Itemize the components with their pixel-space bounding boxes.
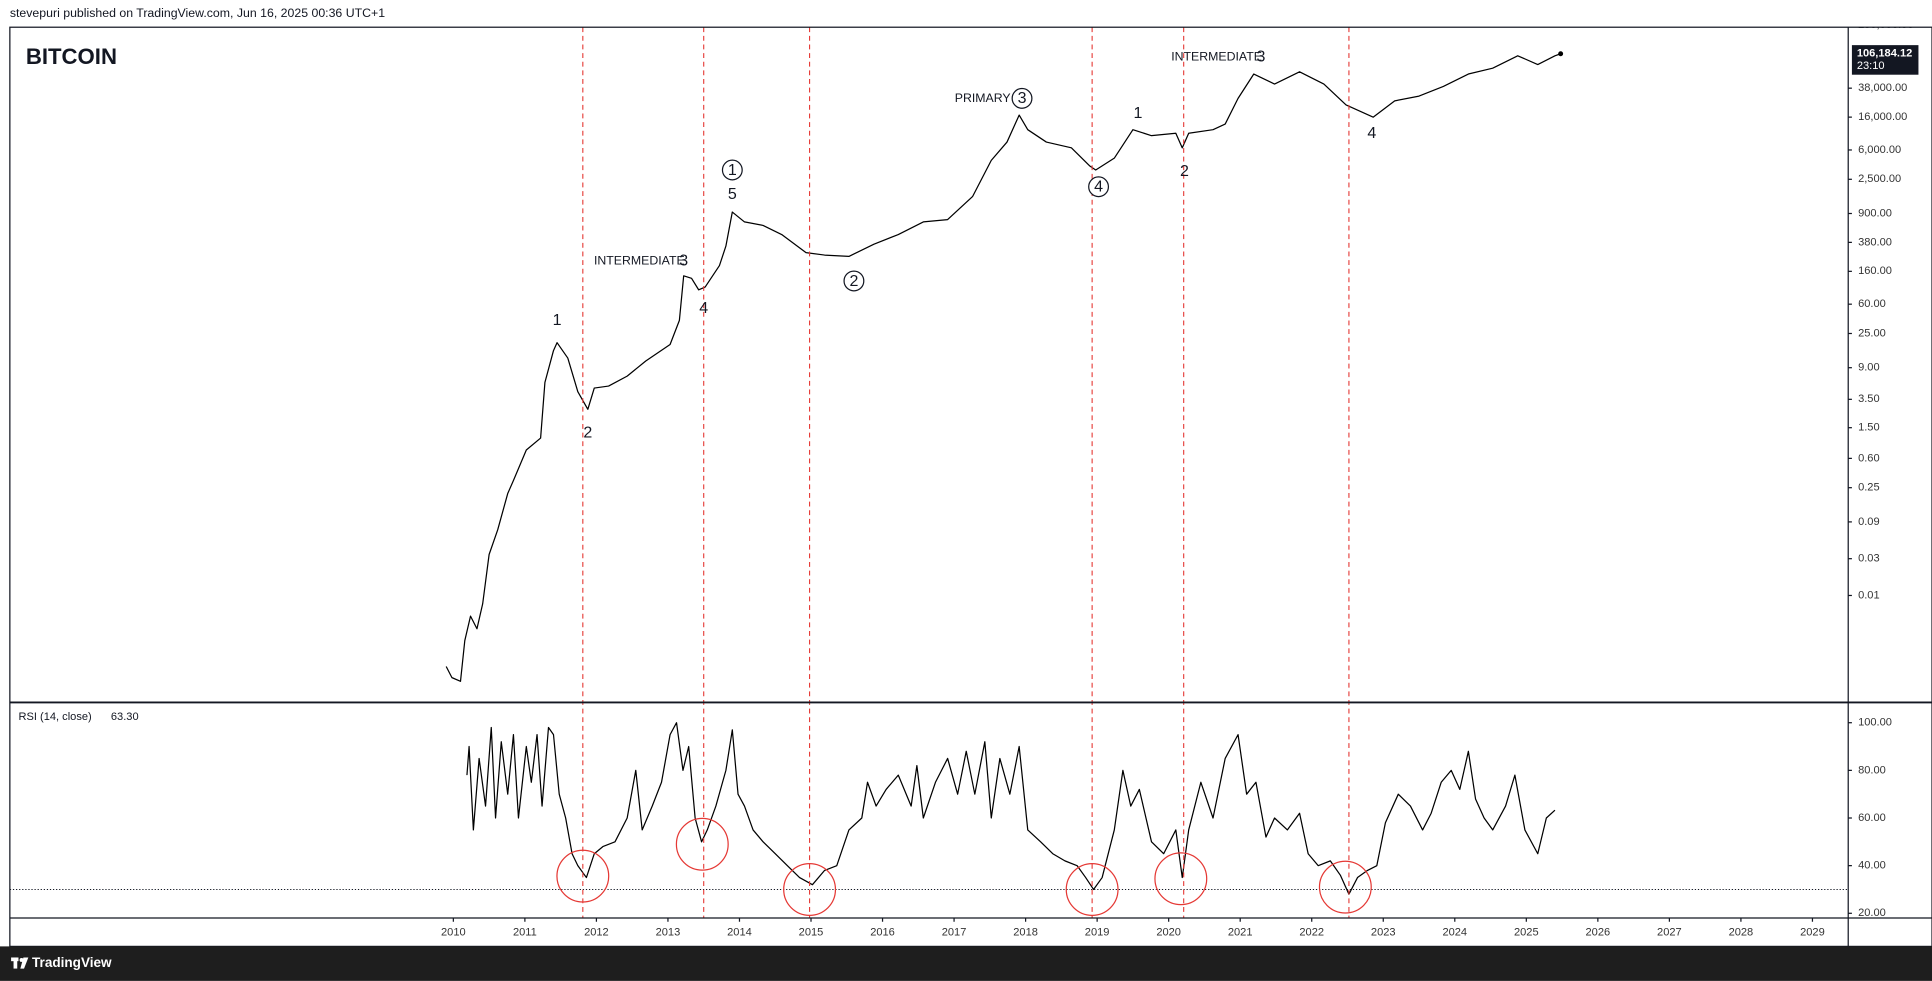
- y-tick-label: 60.00: [1858, 298, 1886, 310]
- x-tick-label: 2020: [1156, 927, 1181, 939]
- data-line: [466, 722, 1556, 895]
- y-tick-label: 380.00: [1858, 236, 1892, 248]
- y-tick-label: 0.01: [1858, 589, 1880, 601]
- chart-title: BITCOIN: [26, 44, 117, 69]
- annotation: PRIMARY: [955, 91, 1011, 105]
- x-tick-label: 2027: [1657, 927, 1682, 939]
- x-tick-label: 2016: [870, 927, 895, 939]
- highlight-circle: [556, 849, 610, 903]
- annotation-circle: [843, 270, 865, 292]
- y-tick-label: 3.50: [1858, 393, 1880, 405]
- annotation: INTERMEDIATE: [1171, 50, 1262, 64]
- annotation: 4: [1367, 125, 1376, 142]
- y-tick-label: 9.00: [1858, 362, 1880, 374]
- x-tick-label: 2011: [513, 927, 537, 939]
- x-tick-label: 2026: [1586, 927, 1611, 939]
- rsi-title: RSI (14, close): [18, 711, 91, 723]
- price-tag-countdown: 23:10: [1857, 60, 1885, 72]
- price-tag: [1851, 45, 1919, 75]
- annotation: 1: [553, 312, 562, 329]
- annotation-circle: [1088, 176, 1110, 198]
- y-tick-label: 25.00: [1858, 327, 1886, 339]
- x-tick-label: 2014: [727, 927, 752, 939]
- highlight-circle: [675, 817, 729, 871]
- annotation: 1: [728, 162, 737, 179]
- x-tick-label: 2019: [1085, 927, 1110, 939]
- y-tick-label: 60.00: [1858, 812, 1886, 824]
- annotation-circle: [721, 159, 743, 181]
- x-tick-label: 2010: [441, 927, 466, 939]
- y-tick-label: 0.03: [1858, 553, 1880, 565]
- x-tick-label: 2021: [1228, 927, 1253, 939]
- footer-logo: [11, 957, 29, 969]
- y-tick-label: 80.00: [1858, 764, 1886, 776]
- x-tick-label: 2029: [1800, 927, 1825, 939]
- x-tick-label: 2028: [1729, 927, 1754, 939]
- annotation: INTERMEDIATE: [594, 254, 685, 268]
- annotation: 3: [679, 253, 688, 270]
- y-tick-label: 160.00: [1858, 265, 1892, 277]
- annotation: 1: [1133, 105, 1142, 122]
- footer-bar: [0, 946, 1932, 981]
- x-tick-label: 2013: [656, 927, 681, 939]
- price-pane: [445, 53, 1561, 682]
- y-tick-label: 6,000.00: [1858, 144, 1901, 156]
- y-tick-label: 900.00: [1858, 207, 1892, 219]
- annotation: 3: [1018, 90, 1027, 107]
- annotation: 4: [1094, 179, 1103, 196]
- highlight-circle: [1065, 862, 1119, 916]
- highlight-circle: [783, 862, 837, 916]
- y-tick-label: 20.00: [1858, 907, 1886, 919]
- header-bar: [0, 0, 1932, 28]
- highlight-circle: [1154, 852, 1208, 906]
- axes: 250,000.0038,000.0016,000.006,000.002,50…: [441, 19, 1919, 939]
- footer-text: TradingView: [32, 955, 112, 970]
- last-point: [1558, 51, 1564, 57]
- x-tick-label: 2025: [1514, 927, 1539, 939]
- x-tick-label: 2022: [1299, 927, 1324, 939]
- x-tick-label: 2024: [1442, 927, 1467, 939]
- annotation: 2: [1180, 163, 1189, 180]
- rsi-pane: [9, 722, 1849, 895]
- y-tick-label: 2,500.00: [1858, 173, 1901, 185]
- y-tick-label: 0.09: [1858, 516, 1880, 528]
- header-text: stevepuri published on TradingView.com, …: [10, 6, 385, 20]
- annotation: 2: [849, 273, 858, 290]
- annotation: 5: [728, 186, 737, 203]
- x-tick-label: 2018: [1013, 927, 1038, 939]
- y-tick-label: 40.00: [1858, 860, 1886, 872]
- data-line: [445, 53, 1561, 682]
- x-tick-label: 2017: [942, 927, 967, 939]
- annotation-circle: [1011, 87, 1033, 109]
- x-tick-label: 2012: [584, 927, 609, 939]
- y-tick-label: 100.00: [1858, 717, 1892, 729]
- price-tag-label: 106,184.12: [1857, 48, 1912, 60]
- annotation: 3: [1256, 49, 1265, 66]
- y-tick-label: 0.25: [1858, 482, 1880, 494]
- y-tick-label: 38,000.00: [1858, 82, 1907, 94]
- x-tick-label: 2015: [799, 927, 824, 939]
- y-tick-label: 0.60: [1858, 452, 1880, 464]
- highlight-circle: [1318, 860, 1372, 914]
- annotation: 4: [699, 300, 708, 317]
- y-tick-label: 1.50: [1858, 422, 1880, 434]
- annotation: 2: [583, 424, 592, 441]
- rsi-last-value: 63.30: [111, 711, 139, 723]
- x-tick-label: 2023: [1371, 927, 1396, 939]
- y-tick-label: 16,000.00: [1858, 111, 1907, 123]
